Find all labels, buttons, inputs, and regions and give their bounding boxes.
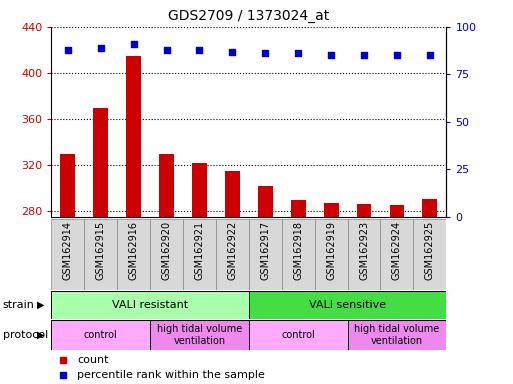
Text: GSM162919: GSM162919: [326, 221, 336, 280]
Point: [96, 45, 105, 51]
Bar: [117, 219, 150, 290]
Bar: [291, 200, 306, 384]
Text: ▶: ▶: [37, 300, 45, 310]
Bar: [357, 204, 371, 384]
Bar: [126, 56, 141, 384]
Bar: [249, 219, 282, 290]
Bar: [61, 154, 75, 384]
Text: GSM162914: GSM162914: [63, 221, 73, 280]
Text: percentile rank within the sample: percentile rank within the sample: [77, 370, 265, 380]
Point: [64, 46, 72, 53]
Text: GSM162920: GSM162920: [162, 221, 171, 280]
Bar: [51, 219, 84, 290]
Bar: [93, 108, 108, 384]
Bar: [216, 219, 249, 290]
Point: [360, 52, 368, 58]
Text: GSM162923: GSM162923: [359, 221, 369, 280]
Bar: [422, 199, 437, 384]
Bar: [51, 320, 150, 350]
Text: GSM162924: GSM162924: [392, 221, 402, 280]
Bar: [225, 171, 240, 384]
Bar: [314, 219, 348, 290]
Bar: [282, 219, 314, 290]
Bar: [192, 163, 207, 384]
Point: [426, 52, 434, 58]
Bar: [150, 219, 183, 290]
Text: VALI resistant: VALI resistant: [112, 300, 188, 310]
Text: protocol: protocol: [3, 330, 48, 340]
Bar: [249, 291, 446, 319]
Bar: [183, 219, 216, 290]
Bar: [389, 205, 404, 384]
Point: [59, 358, 67, 364]
Text: GSM162918: GSM162918: [293, 221, 303, 280]
Text: GSM162916: GSM162916: [129, 221, 139, 280]
Text: high tidal volume
ventilation: high tidal volume ventilation: [157, 324, 242, 346]
Bar: [249, 320, 348, 350]
Point: [327, 52, 335, 58]
Bar: [150, 320, 249, 350]
Bar: [258, 186, 273, 384]
Point: [261, 50, 269, 56]
Bar: [381, 219, 413, 290]
Text: GSM162921: GSM162921: [194, 221, 204, 280]
Text: GSM162915: GSM162915: [96, 221, 106, 280]
Point: [393, 52, 401, 58]
Text: strain: strain: [3, 300, 34, 310]
Text: GSM162917: GSM162917: [260, 221, 270, 280]
Point: [129, 41, 137, 47]
Bar: [348, 219, 381, 290]
Point: [228, 48, 236, 55]
Title: GDS2709 / 1373024_at: GDS2709 / 1373024_at: [168, 9, 329, 23]
Point: [163, 46, 171, 53]
Bar: [413, 219, 446, 290]
Text: high tidal volume
ventilation: high tidal volume ventilation: [354, 324, 440, 346]
Bar: [84, 219, 117, 290]
Bar: [159, 154, 174, 384]
Point: [195, 46, 204, 53]
Text: count: count: [77, 356, 108, 366]
Point: [59, 372, 67, 378]
Text: control: control: [84, 330, 117, 340]
Text: GSM162925: GSM162925: [425, 221, 435, 280]
Text: ▶: ▶: [37, 330, 45, 340]
Bar: [348, 320, 446, 350]
Bar: [324, 203, 339, 384]
Text: GSM162922: GSM162922: [227, 221, 238, 280]
Point: [294, 50, 302, 56]
Text: VALI sensitive: VALI sensitive: [309, 300, 386, 310]
Text: control: control: [281, 330, 315, 340]
Bar: [51, 291, 249, 319]
